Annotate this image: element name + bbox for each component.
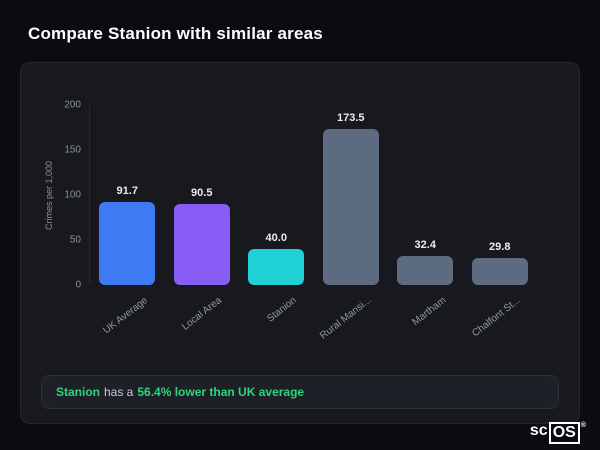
x-category-label: Local Area (180, 295, 225, 333)
bar-chart: Crimes per 1,000 0 50 100 150 200 91.7 UK Ave… (21, 63, 579, 342)
note-highlight: 56.4% lower than UK average (137, 385, 305, 399)
bar-value-label: 91.7 (116, 185, 138, 198)
y-tick-label: 150 (64, 144, 81, 156)
logo-boxed-text: OS (548, 422, 580, 444)
x-category-label: Chalfont St... (470, 295, 523, 340)
bar[interactable] (322, 128, 379, 285)
x-category-label: Stanion (265, 295, 300, 325)
y-axis-ticks: 0 50 100 150 200 (57, 100, 89, 291)
bar-group: 40.0 Stanion (248, 105, 305, 325)
x-category-label: Martham (410, 295, 449, 328)
page-title: Compare Stanion with similar areas (28, 24, 323, 43)
bar-group: 173.5 Rural Mansi... (318, 105, 379, 342)
y-tick-label: 50 (69, 234, 81, 246)
bar[interactable] (99, 202, 156, 285)
scos-logo: sc OS ® (530, 422, 586, 444)
logo-prefix: sc (529, 422, 548, 440)
bar-value-label: 173.5 (336, 111, 365, 124)
y-tick-label: 200 (64, 99, 81, 111)
y-tick-label: 100 (64, 189, 81, 201)
bar[interactable] (248, 249, 305, 285)
chart-card: Crimes per 1,000 0 50 100 150 200 91.7 UK Ave… (20, 62, 580, 424)
bar-value-label: 32.4 (414, 238, 436, 251)
comparison-note: Stanion has a 56.4% lower than UK averag… (41, 375, 559, 409)
y-tick-label: 0 (75, 279, 81, 291)
bar-value-label: 40.0 (265, 232, 287, 244)
bar[interactable] (397, 255, 454, 285)
plot-area: 91.7 UK Average 90.5 Local Area 40.0 Stanion 1… (89, 105, 537, 342)
bar-value-label: 29.8 (489, 241, 511, 254)
bar-group: 29.8 Chalfont St... (470, 105, 528, 339)
x-category-label: UK Average (101, 295, 151, 337)
note-subject: Stanion (56, 385, 100, 399)
bar[interactable] (173, 203, 230, 285)
y-axis-title: Crimes per 1,000 (44, 160, 54, 230)
registered-trademark-icon: ® (580, 422, 586, 430)
bar-group: 91.7 UK Average (99, 105, 156, 336)
bar[interactable] (471, 258, 528, 285)
note-middle: has a (104, 385, 134, 399)
bar-group: 32.4 Martham (397, 105, 454, 328)
bar-group: 90.5 Local Area (173, 105, 230, 333)
bar-value-label: 90.5 (191, 186, 213, 199)
x-category-label: Rural Mansi... (318, 295, 374, 342)
